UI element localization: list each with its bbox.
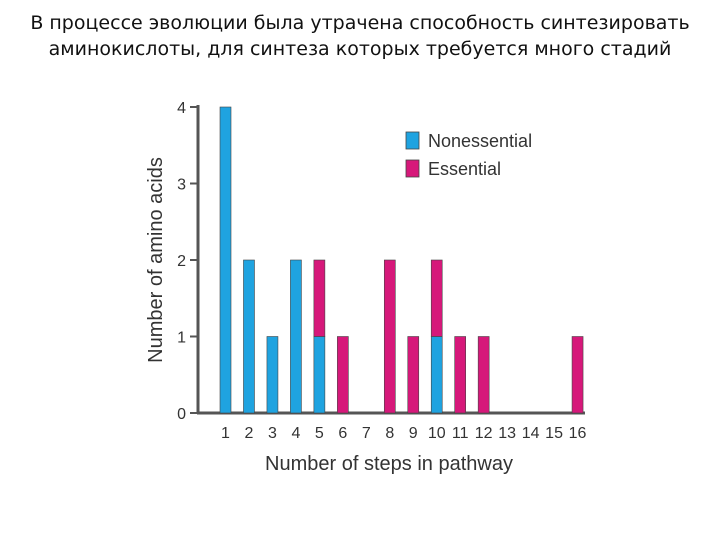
x-tick-label: 12 bbox=[475, 425, 493, 442]
bar-nonessential bbox=[243, 259, 255, 414]
bar-essential bbox=[313, 259, 326, 337]
slide-title-line-1: В процессе эволюции была утрачена способ… bbox=[30, 12, 690, 34]
chart-legend: Nonessential Essential bbox=[405, 131, 532, 179]
slide-title-line-2: аминокислоты, для синтеза которых требуе… bbox=[48, 38, 672, 60]
y-tick-labels: 0 1 2 3 4 bbox=[177, 100, 198, 423]
x-tick-label: 15 bbox=[545, 425, 563, 442]
legend-label: Essential bbox=[428, 159, 501, 179]
bar-nonessential bbox=[290, 259, 302, 414]
bar-essential bbox=[454, 336, 467, 414]
y-tick-label: 4 bbox=[177, 100, 186, 117]
x-tick-label: 1 bbox=[221, 425, 230, 442]
y-tick-label: 3 bbox=[177, 177, 186, 194]
x-tick-label: 4 bbox=[291, 425, 300, 442]
bar-essential bbox=[477, 336, 490, 414]
x-tick-label: 8 bbox=[385, 425, 394, 442]
x-tick-label: 6 bbox=[338, 425, 347, 442]
y-axis-title: Number of amino acids bbox=[145, 157, 167, 363]
x-tick-label: 16 bbox=[569, 425, 587, 442]
slide-title: В процессе эволюции была утрачена способ… bbox=[0, 10, 720, 62]
y-tick-label: 0 bbox=[177, 406, 186, 423]
x-tick-label: 13 bbox=[498, 425, 516, 442]
legend-swatch bbox=[405, 131, 420, 150]
x-tick-labels: 1 2 3 4 5 6 7 8 9 10 11 12 13 14 15 16 bbox=[221, 425, 587, 442]
bar-essential bbox=[407, 336, 420, 414]
x-tick-label: 11 bbox=[452, 425, 469, 442]
x-tick-label: 14 bbox=[522, 425, 540, 442]
x-tick-label: 10 bbox=[428, 425, 446, 442]
x-axis-title: Number of steps in pathway bbox=[265, 453, 513, 475]
chart-bars bbox=[219, 106, 584, 414]
bar-nonessential bbox=[313, 336, 326, 414]
bar-essential bbox=[430, 259, 443, 337]
x-tick-label: 5 bbox=[315, 425, 324, 442]
bar-nonessential bbox=[266, 336, 279, 414]
bar-nonessential bbox=[430, 336, 443, 414]
legend-swatch bbox=[405, 159, 420, 178]
y-tick-label: 2 bbox=[177, 253, 186, 270]
bar-essential bbox=[337, 336, 349, 414]
bar-essential bbox=[571, 336, 584, 414]
x-tick-label: 7 bbox=[362, 425, 371, 442]
y-tick-label: 1 bbox=[177, 330, 186, 347]
bar-essential bbox=[383, 259, 396, 414]
x-tick-label: 2 bbox=[245, 425, 254, 442]
x-tick-label: 3 bbox=[268, 425, 277, 442]
legend-label: Nonessential bbox=[428, 131, 532, 151]
bar-nonessential bbox=[219, 106, 232, 414]
x-tick-label: 9 bbox=[409, 425, 418, 442]
